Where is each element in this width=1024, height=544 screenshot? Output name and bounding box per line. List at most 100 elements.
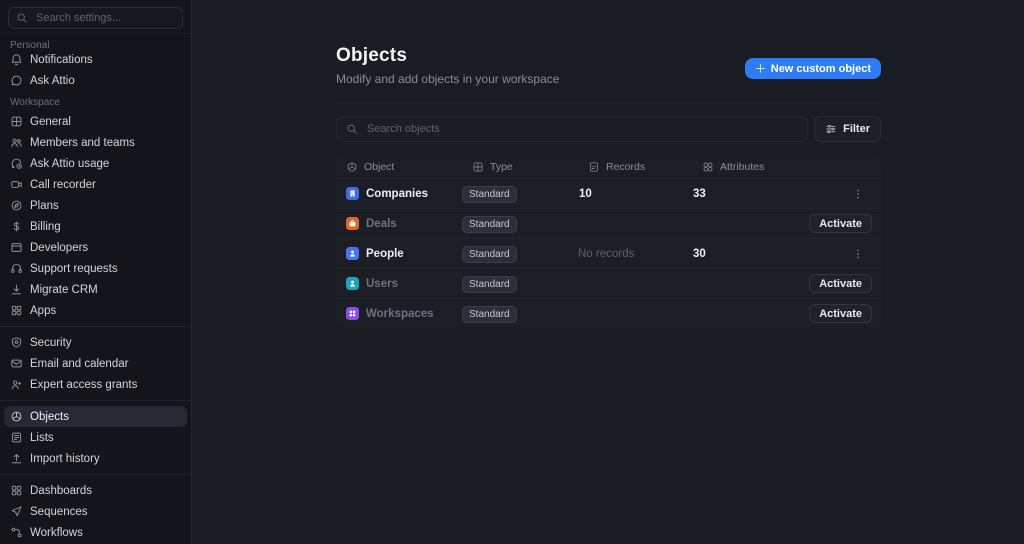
sidebar-item-expert-access-grants[interactable]: Expert access grants bbox=[0, 374, 191, 395]
compass-icon bbox=[11, 200, 22, 211]
download-icon bbox=[11, 284, 22, 295]
objects-table: Object Type Records Attributes bbox=[336, 156, 881, 328]
sidebar-item-import-history[interactable]: Import history bbox=[0, 448, 191, 469]
sidebar-item-objects[interactable]: Objects bbox=[4, 406, 187, 427]
sidebar-item-apps[interactable]: Apps bbox=[0, 300, 191, 321]
grid-plus-icon bbox=[11, 116, 22, 127]
sidebar-item-label: Sequences bbox=[30, 505, 88, 518]
activate-button[interactable]: Activate bbox=[809, 304, 872, 323]
headset-icon bbox=[11, 263, 22, 273]
object-name: Workspaces bbox=[366, 307, 434, 320]
person-grant-icon bbox=[11, 380, 22, 390]
sidebar-item-label: General bbox=[30, 115, 71, 128]
person-icon bbox=[346, 277, 359, 290]
object-name: Deals bbox=[366, 217, 397, 230]
column-label: Object bbox=[364, 161, 395, 173]
table-row-deals[interactable]: Deals Standard Activate bbox=[336, 208, 881, 238]
column-label: Attributes bbox=[720, 161, 765, 173]
object-name: Companies bbox=[366, 187, 428, 200]
filter-label: Filter bbox=[843, 123, 870, 135]
activate-button[interactable]: Activate bbox=[809, 274, 872, 293]
row-menu-button[interactable] bbox=[848, 186, 868, 202]
call-recorder-icon bbox=[11, 181, 22, 188]
new-custom-object-label: New custom object bbox=[770, 62, 871, 75]
members-icon bbox=[11, 138, 22, 147]
type-badge: Standard bbox=[462, 216, 517, 233]
envelope-icon bbox=[11, 359, 22, 368]
sidebar-item-general[interactable]: General bbox=[0, 111, 191, 132]
objects-search-field[interactable] bbox=[365, 122, 799, 136]
search-icon bbox=[17, 13, 27, 23]
sidebar-item-label: Security bbox=[30, 336, 72, 349]
sidebar-item-label: Import history bbox=[30, 452, 100, 465]
sidebar-item-ask-attio[interactable]: Ask Attio bbox=[0, 70, 191, 91]
sidebar-item-migrate-crm[interactable]: Migrate CRM bbox=[0, 279, 191, 300]
sidebar-item-security[interactable]: Security bbox=[0, 332, 191, 353]
chat-bubble-icon bbox=[11, 75, 22, 86]
new-custom-object-button[interactable]: New custom object bbox=[744, 58, 881, 79]
grid-plus-icon bbox=[473, 162, 483, 172]
cube-icon bbox=[347, 162, 357, 172]
sidebar-item-notifications[interactable]: Notifications bbox=[0, 49, 191, 70]
table-header-row: Object Type Records Attributes bbox=[336, 156, 881, 178]
sidebar-item-workflows[interactable]: Workflows bbox=[0, 522, 191, 543]
shield-icon bbox=[11, 337, 22, 348]
sidebar-item-plans[interactable]: Plans bbox=[0, 195, 191, 216]
file-icon bbox=[590, 162, 598, 172]
sliders-icon bbox=[826, 124, 836, 134]
sidebar-divider bbox=[0, 474, 191, 475]
settings-search-input[interactable] bbox=[8, 7, 183, 29]
column-header-object: Object bbox=[336, 161, 462, 173]
objects-search-input[interactable] bbox=[336, 116, 809, 142]
table-row-companies[interactable]: Companies Standard 10 33 bbox=[336, 178, 881, 208]
main-area: Objects Modify and add objects in your w… bbox=[193, 0, 1024, 544]
window-grid-icon bbox=[346, 307, 359, 320]
page-subtitle: Modify and add objects in your workspace bbox=[336, 72, 560, 86]
sidebar-item-label: Apps bbox=[30, 304, 57, 317]
type-badge: Standard bbox=[462, 276, 517, 293]
type-badge: Standard bbox=[462, 186, 517, 203]
table-row-people[interactable]: People Standard No records 30 bbox=[336, 238, 881, 268]
sidebar-item-label: Members and teams bbox=[30, 136, 135, 149]
workflow-icon bbox=[11, 527, 22, 538]
sidebar-item-dashboards[interactable]: Dashboards bbox=[0, 480, 191, 501]
sidebar-search-area bbox=[0, 0, 191, 34]
table-row-workspaces[interactable]: Workspaces Standard Activate bbox=[336, 298, 881, 328]
sidebar-item-label: Developers bbox=[30, 241, 89, 254]
column-header-records: Records bbox=[578, 161, 692, 173]
sidebar-item-billing[interactable]: Billing bbox=[0, 216, 191, 237]
sidebar-item-label: Notifications bbox=[30, 53, 93, 66]
table-row-users[interactable]: Users Standard Activate bbox=[336, 268, 881, 298]
sidebar-item-members-and-teams[interactable]: Members and teams bbox=[0, 132, 191, 153]
sidebar-item-label: Expert access grants bbox=[30, 378, 138, 391]
sidebar-item-support-requests[interactable]: Support requests bbox=[0, 258, 191, 279]
sidebar-item-email-and-calendar[interactable]: Email and calendar bbox=[0, 353, 191, 374]
type-badge: Standard bbox=[462, 246, 517, 263]
bell-icon bbox=[11, 54, 22, 66]
upload-icon bbox=[11, 454, 22, 464]
sidebar-item-call-recorder[interactable]: Call recorder bbox=[0, 174, 191, 195]
sidebar-divider bbox=[0, 400, 191, 401]
sidebar-item-label: Dashboards bbox=[30, 484, 93, 497]
sidebar-item-ask-attio-usage[interactable]: Ask Attio usage bbox=[0, 153, 191, 174]
section-label-workspace: Workspace bbox=[0, 91, 191, 111]
column-header-attributes: Attributes bbox=[692, 161, 807, 173]
column-label: Records bbox=[606, 161, 646, 173]
sidebar-item-sequences[interactable]: Sequences bbox=[0, 501, 191, 522]
settings-search-field[interactable] bbox=[34, 11, 175, 25]
dollar-icon bbox=[13, 221, 20, 232]
sidebar-item-label: Workflows bbox=[30, 526, 83, 539]
dashboard-grid-icon bbox=[11, 485, 22, 496]
attributes-count: 33 bbox=[693, 187, 706, 200]
sidebar-item-label: Objects bbox=[30, 410, 69, 423]
settings-sidebar: Personal Notifications Ask Attio Workspa… bbox=[0, 0, 192, 544]
filter-button[interactable]: Filter bbox=[814, 116, 881, 142]
briefcase-icon bbox=[346, 217, 359, 230]
activate-button[interactable]: Activate bbox=[809, 214, 872, 233]
sidebar-item-developers[interactable]: Developers bbox=[0, 237, 191, 258]
records-count: 10 bbox=[579, 187, 592, 200]
paper-plane-icon bbox=[11, 506, 22, 517]
column-header-type: Type bbox=[462, 161, 578, 173]
row-menu-button[interactable] bbox=[848, 246, 868, 262]
sidebar-item-lists[interactable]: Lists bbox=[0, 427, 191, 448]
